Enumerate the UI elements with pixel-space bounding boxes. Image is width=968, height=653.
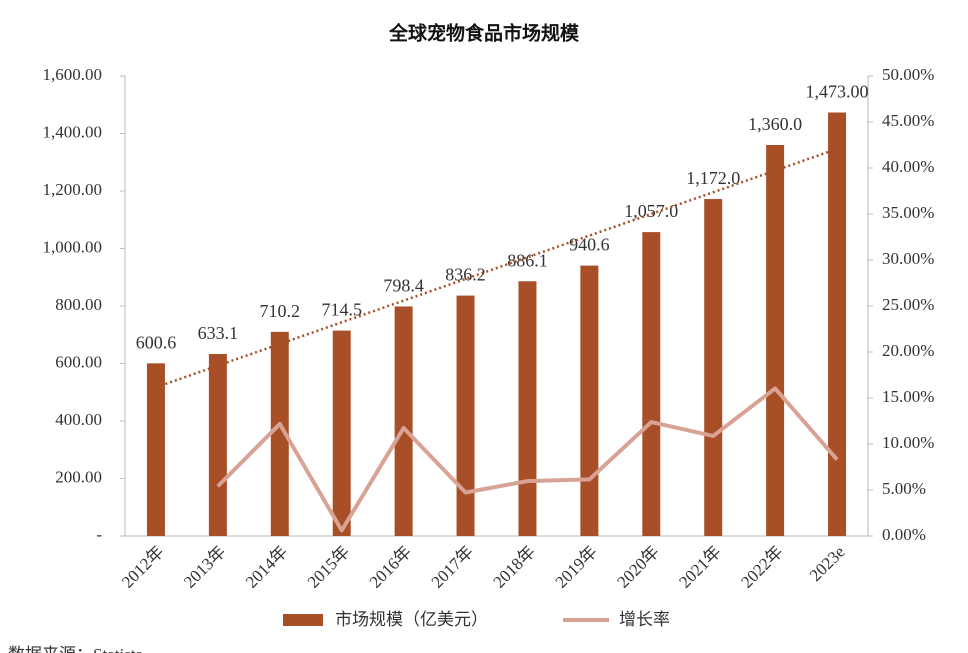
legend-label: 增长率 <box>619 610 670 629</box>
data-label: 633.1 <box>198 323 239 343</box>
y-tick-label: 1,000.00 <box>43 237 103 256</box>
data-label: 1,057.0 <box>624 201 678 221</box>
data-label: 886.1 <box>507 250 548 270</box>
x-tick-label: 2023e <box>806 542 849 585</box>
x-tick-label: 2014年 <box>242 542 291 591</box>
data-label: 600.6 <box>136 332 177 352</box>
y2-tick-label: 45.00% <box>882 111 934 130</box>
bar <box>766 145 785 536</box>
data-label: 710.2 <box>260 301 301 321</box>
y2-tick-label: 35.00% <box>882 203 934 222</box>
x-tick-label: 2017年 <box>428 542 477 591</box>
y-tick-label: 200.00 <box>55 467 102 486</box>
bar <box>642 232 661 537</box>
y2-tick-label: 10.00% <box>882 433 934 452</box>
y2-tick-label: 40.00% <box>882 157 934 176</box>
x-tick-label: 2019年 <box>551 542 600 591</box>
bar <box>208 353 227 536</box>
data-label: 1,360.0 <box>748 114 802 134</box>
y2-tick-label: 20.00% <box>882 341 934 360</box>
line <box>216 386 839 533</box>
bar <box>580 265 599 536</box>
data-label: 940.6 <box>569 235 610 255</box>
x-tick-label: 2022年 <box>737 542 786 591</box>
bar <box>828 112 847 536</box>
source: 数据来源：Statista <box>8 645 144 653</box>
data-label: 836.2 <box>445 265 486 285</box>
y2-tick-label: 15.00% <box>882 387 934 406</box>
bar <box>704 199 723 537</box>
x-tick-label: 2016年 <box>366 542 415 591</box>
legend-label: 市场规模（亿美元） <box>335 610 488 629</box>
data-label: 714.5 <box>321 300 362 320</box>
y2-tick-label: 5.00% <box>882 479 926 498</box>
bar <box>146 363 165 536</box>
bar <box>394 306 413 536</box>
chart-title: 全球宠物食品市场规模 <box>388 21 580 44</box>
y2-tick-label: 25.00% <box>882 295 934 314</box>
x-tick-label: 2015年 <box>304 542 353 591</box>
x-tick-label: 2018年 <box>490 542 539 591</box>
y2-tick-label: 0.00% <box>882 525 926 544</box>
data-label: 1,473.00 <box>806 82 869 102</box>
y-tick-label: 1,200.00 <box>43 180 103 199</box>
x-tick-label: 2021年 <box>675 542 724 591</box>
data-label: 798.4 <box>383 276 424 296</box>
data-label: 1,172.0 <box>686 168 740 188</box>
bar <box>332 330 351 536</box>
bar <box>270 331 289 536</box>
x-tick-label: 2013年 <box>180 542 229 591</box>
y2-tick-label: 50.00% <box>882 65 934 84</box>
trendline <box>155 147 838 389</box>
y-tick-label: 800.00 <box>55 295 102 314</box>
bar <box>518 281 537 536</box>
x-tick-label: 2012年 <box>118 542 167 591</box>
y-tick-label: 400.00 <box>55 410 102 429</box>
y-tick-label: 1,400.00 <box>43 122 103 141</box>
y-tick-label: 600.00 <box>55 352 102 371</box>
legend-swatch <box>283 614 323 626</box>
bar <box>456 295 475 536</box>
y-tick-label: 1,600.00 <box>43 65 103 84</box>
x-tick-label: 2020年 <box>613 542 662 591</box>
y-tick-label: - <box>96 525 102 544</box>
y2-tick-label: 30.00% <box>882 249 934 268</box>
